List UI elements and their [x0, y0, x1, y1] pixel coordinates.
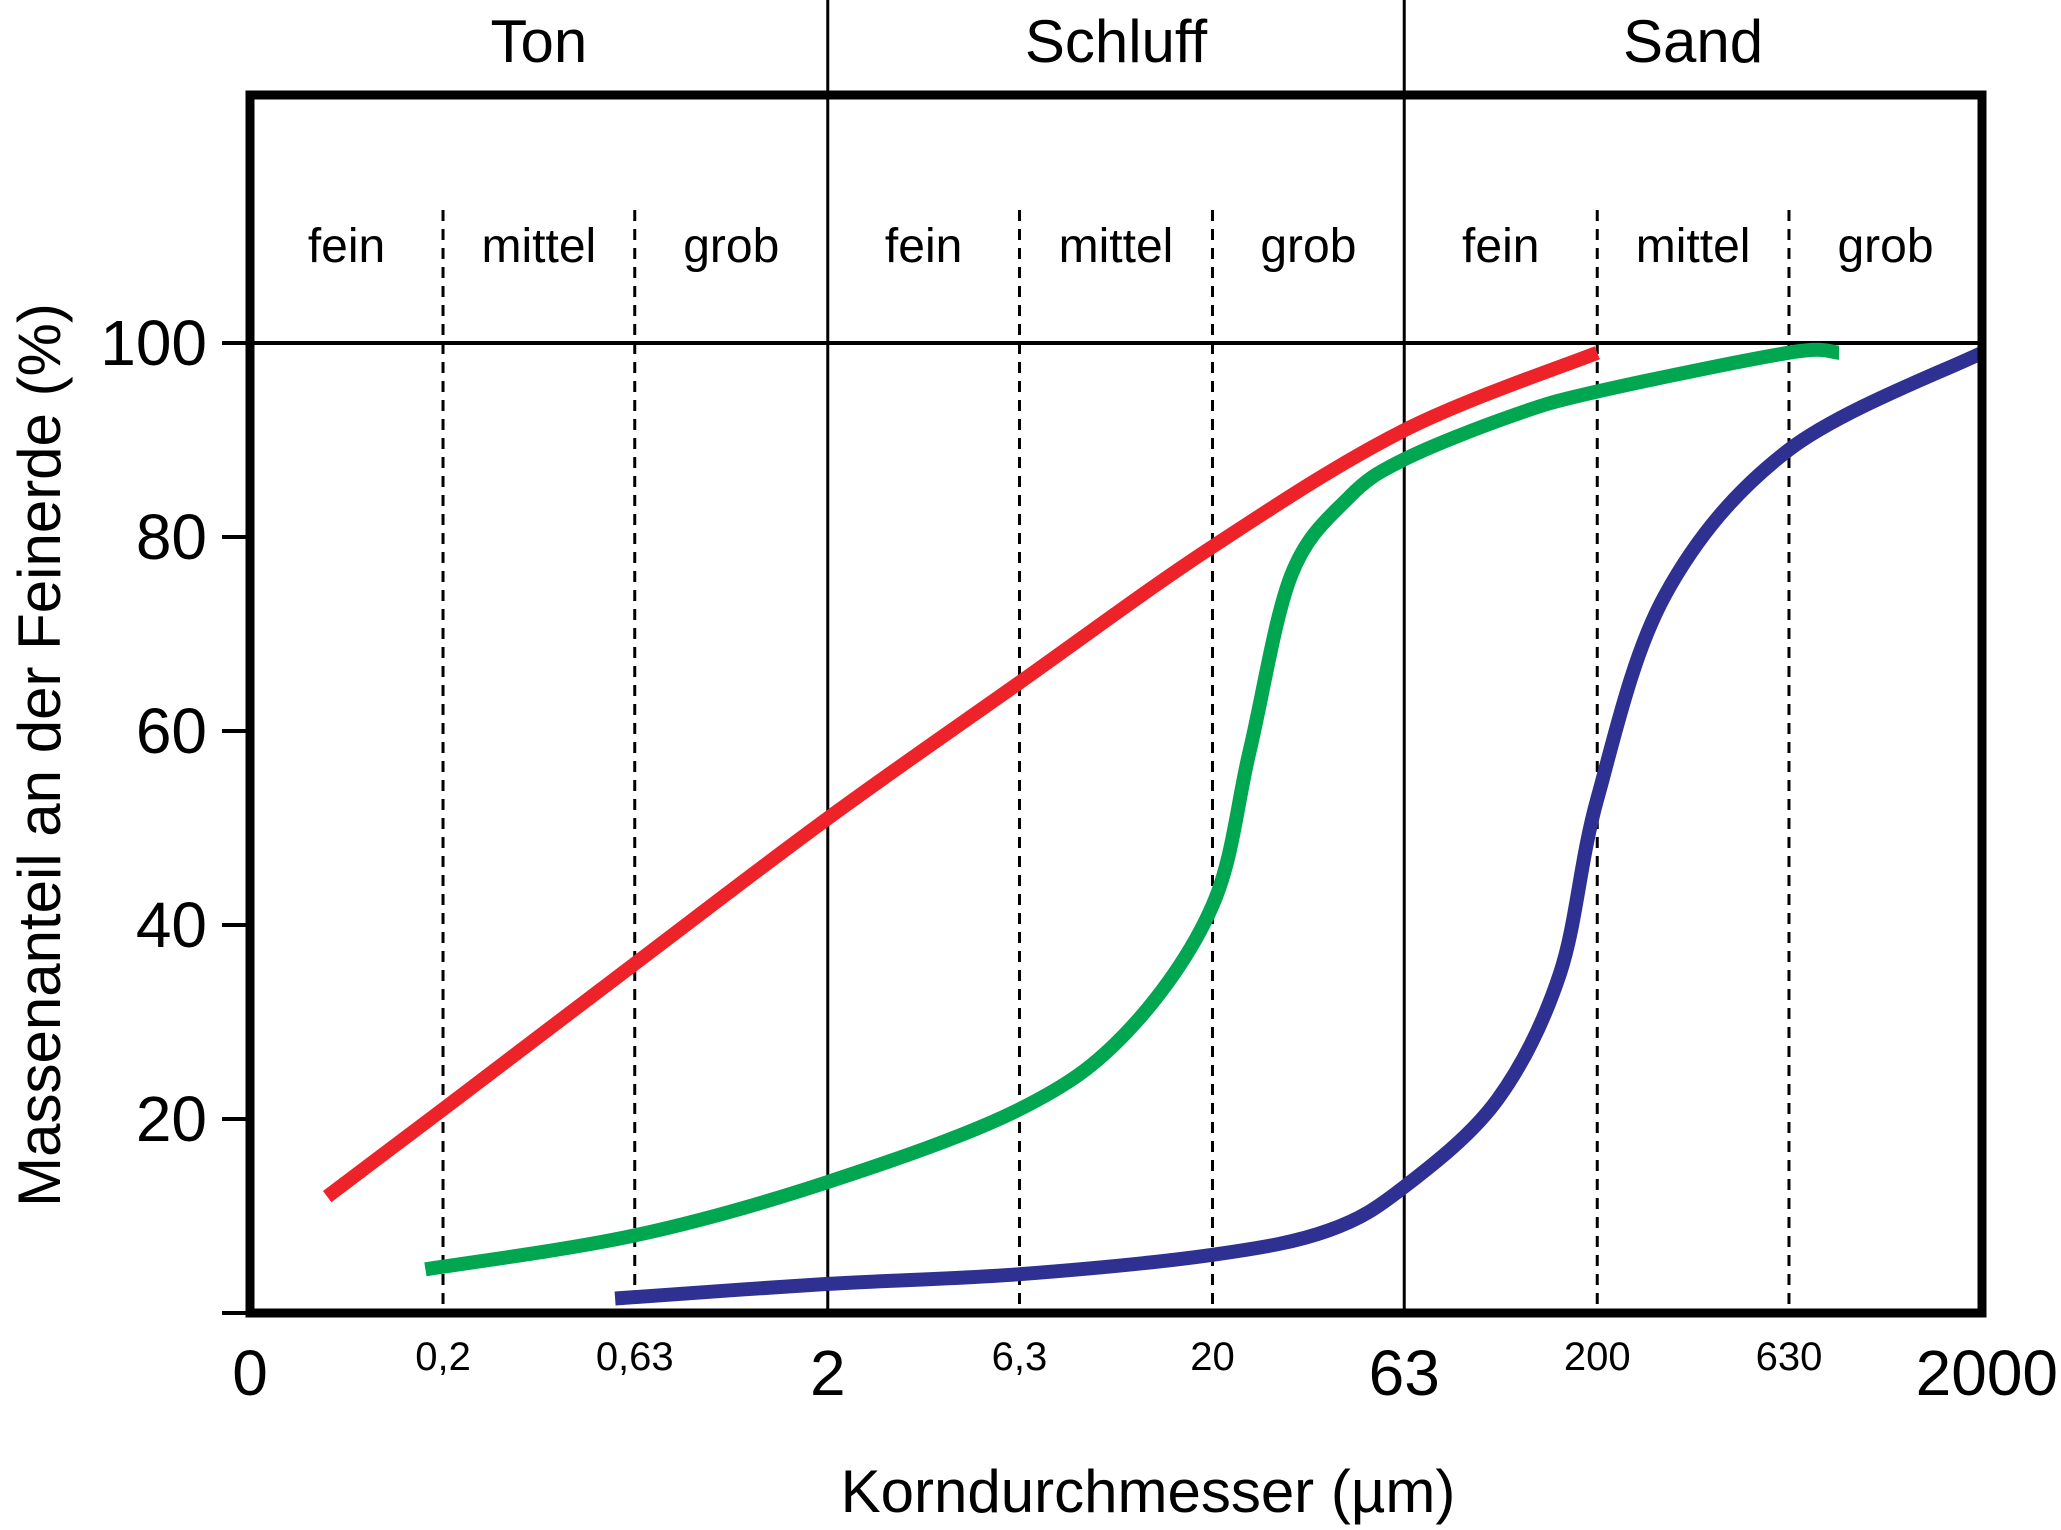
series-layer [322, 342, 1986, 1306]
subfraction-label: fein [1462, 220, 1539, 273]
y-axis-title: Massenanteil an der Feinerde (%) [6, 303, 73, 1207]
x-tick-label: 6,3 [992, 1335, 1048, 1379]
subfraction-label: grob [683, 220, 779, 273]
series-curve-2 [424, 342, 1840, 1277]
plot-frame [245, 90, 1987, 1318]
subfraction-label: mittel [1636, 220, 1751, 273]
x-tick-label: 0 [232, 1337, 268, 1409]
y-tick-label: 100 [100, 307, 207, 379]
fraction-label: Schluff [1025, 8, 1208, 75]
x-tick-label: 630 [1756, 1335, 1823, 1379]
subfraction-label: grob [1837, 220, 1933, 273]
grid-layer [222, 0, 1982, 1315]
x-tick-label: 2000 [1916, 1337, 2058, 1409]
x-tick-label: 20 [1190, 1335, 1235, 1379]
y-tick-label: 60 [136, 695, 207, 767]
x-tick-label: 200 [1564, 1335, 1631, 1379]
x-tick-label: 0,2 [415, 1335, 471, 1379]
subfraction-label: fein [885, 220, 962, 273]
y-tick-label: 40 [136, 889, 207, 961]
y-tick-label: 80 [136, 501, 207, 573]
fraction-label: Ton [491, 8, 588, 75]
x-tick-label: 0,63 [596, 1335, 674, 1379]
subfraction-label: mittel [1059, 220, 1174, 273]
subfraction-label: mittel [482, 220, 597, 273]
series-curve-1 [322, 346, 1600, 1203]
fraction-label: Sand [1623, 8, 1763, 75]
y-tick-label: 20 [136, 1083, 207, 1155]
x-tick-label: 2 [810, 1337, 846, 1409]
x-axis-title: Korndurchmesser (µm) [841, 1458, 1456, 1525]
frame-layer [245, 90, 1987, 1318]
subfraction-label: grob [1260, 220, 1356, 273]
x-tick-label: 63 [1369, 1337, 1440, 1409]
subfraction-label: fein [308, 220, 385, 273]
series-curve-3 [614, 346, 1986, 1306]
